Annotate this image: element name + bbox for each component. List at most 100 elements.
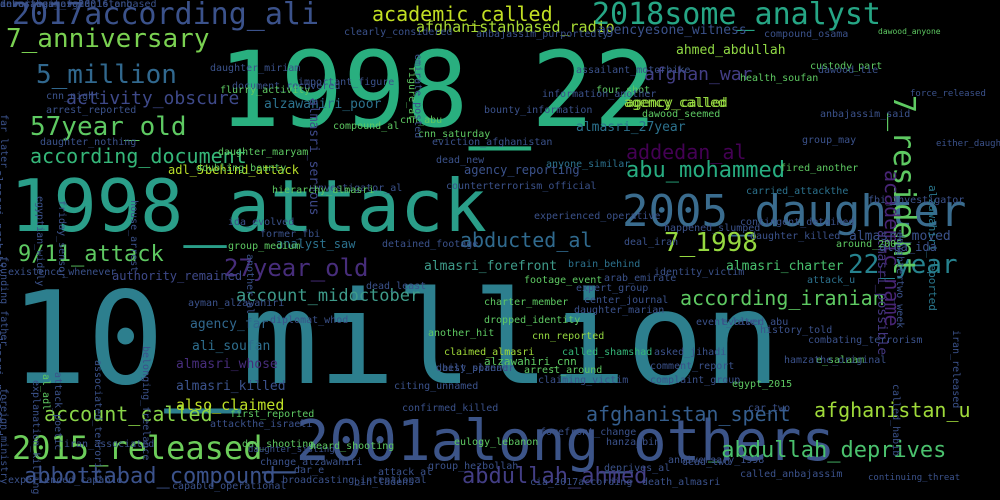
word-140: dawood_tie	[818, 65, 879, 76]
word-154: forefront_change	[540, 427, 637, 438]
word-121: footage_event	[524, 275, 603, 286]
word-102: daughter_miriam	[210, 63, 301, 74]
word-173: eviction_afghanistan	[432, 137, 553, 148]
word-27: afghan_war	[644, 64, 753, 85]
word-29: afghanistan_u	[814, 398, 971, 422]
word-144: experienced_capable	[8, 475, 123, 486]
word-174: important_figure	[298, 77, 395, 88]
word-76: agency_called	[626, 96, 728, 111]
word-157: associated_terrorist	[92, 360, 103, 481]
word-163: friday_sensor	[56, 200, 67, 279]
word-48: ali_soufan	[192, 339, 271, 354]
word-69: asked_jihadi	[654, 347, 727, 358]
word-101: anbajassim_purportedly	[476, 29, 609, 40]
word-0: 10_million	[10, 265, 781, 414]
word-78: anniversary_1998	[668, 455, 765, 466]
word-62: carried_attackthe	[746, 186, 849, 197]
word-103: cnn_night	[46, 91, 101, 102]
word-25: account_midoctober	[236, 286, 421, 306]
word-61: around_2005	[836, 239, 903, 250]
word-149: belonging_freelance	[140, 346, 151, 461]
word-172: emirate_posted	[412, 54, 423, 139]
word-88: bounty_information	[484, 105, 593, 116]
word-161: far_later	[0, 114, 9, 169]
word-166: explanation_killing	[30, 380, 41, 495]
word-118: charter_member	[484, 297, 569, 308]
word-97: four_shot	[596, 85, 651, 96]
word-116: center_journal	[584, 295, 669, 306]
word-106: assailant_motorbike	[576, 65, 691, 76]
word-41: almasri_moved	[849, 229, 951, 244]
word-26: activity_obscure	[66, 88, 240, 109]
word-156: attack_poetic	[52, 372, 63, 451]
word-148: contingent_detained	[740, 217, 855, 228]
word-109: fbi_investigator	[868, 195, 965, 206]
word-134: heard_shooting	[310, 441, 395, 452]
word-13: 5_million	[36, 60, 177, 90]
word-9: abdullah_ahmed	[462, 464, 648, 489]
word-96: custody_part	[810, 61, 883, 72]
word-47: almasri_killed	[176, 379, 286, 394]
word-31: addedan_al	[626, 140, 747, 164]
word-56: anyone_similar	[546, 159, 631, 170]
word-123: detained_footage	[382, 239, 479, 250]
word-7: 2015_released	[12, 429, 263, 467]
word-182: describes_afghanistanbased	[0, 0, 157, 10]
word-178: doubling_bounty	[196, 163, 287, 174]
word-125: dead_least	[366, 281, 427, 292]
word-183: investigator_20016long	[0, 0, 133, 10]
word-40: almasri_charter	[726, 259, 844, 274]
word-117: daughter_marian	[574, 305, 665, 316]
word-124: former_fbi	[260, 229, 321, 240]
word-46: almasri_whose	[176, 357, 278, 372]
word-34: agency_called	[624, 96, 726, 111]
word-160: document_recovered	[232, 81, 341, 92]
word-63: ayman_alzawahiri	[188, 298, 285, 309]
word-99: compound_osama	[764, 29, 849, 40]
word-75: compound_al	[333, 121, 400, 132]
word-6: 2018some_analyst	[592, 0, 881, 32]
word-85: change_alzawahiri	[260, 457, 363, 468]
word-52: alqa_ida	[879, 240, 937, 254]
word-111: daughter_killed	[750, 231, 841, 242]
word-22: according_document	[30, 144, 247, 168]
word-8: abbottabad_compound	[24, 464, 276, 489]
word-151: another_al	[244, 254, 255, 315]
word-141: health_soufan	[740, 73, 819, 84]
word-10: _abdullah_deprives	[708, 438, 947, 463]
word-84: capable_operational	[172, 481, 287, 492]
word-167: experienced_operative	[534, 211, 661, 222]
word-94: e_salaam	[816, 355, 865, 366]
word-49: agency_far	[190, 317, 269, 332]
word-179: called_habib	[890, 384, 901, 457]
word-60: attack_u	[807, 275, 856, 286]
word-5: 2017according_ali	[12, 0, 320, 32]
word-71: claiming_victim	[538, 375, 629, 386]
word-147: anbajassim_said	[820, 109, 911, 120]
word-21: academic_called	[372, 2, 553, 26]
word-180: daughtertwo_week	[894, 232, 905, 329]
word-112: deal_iran	[624, 237, 679, 248]
word-168: identity_victim	[654, 267, 745, 278]
word-132: day_shooting	[242, 439, 315, 450]
word-139: evolved_abu	[722, 317, 789, 328]
word-15: 27year_old	[224, 254, 369, 282]
word-159: combating_terrorism	[808, 335, 923, 346]
word-145: force_released	[910, 89, 986, 99]
word-53: adl_5	[168, 163, 205, 177]
word-16: 7_1998	[664, 228, 758, 258]
word-18: 9/11_attack	[18, 242, 164, 267]
word-155: al_adl	[40, 374, 51, 411]
word-57: analyst_saw	[276, 237, 356, 251]
word-32: afghanistanbased_radio	[416, 18, 615, 36]
word-137: confirmed_killed	[402, 403, 499, 414]
word-184: anbajassim_said	[0, 0, 91, 10]
word-131: group_hezbollah	[428, 461, 519, 472]
word-181: iran_released	[950, 330, 961, 409]
word-107: group_may	[802, 135, 857, 146]
word-113: group_medium	[228, 241, 301, 252]
word-54: behind_attack	[205, 163, 299, 177]
word-65: claimed_almasri	[444, 347, 535, 358]
word-133: daughter_sisting	[248, 445, 335, 455]
